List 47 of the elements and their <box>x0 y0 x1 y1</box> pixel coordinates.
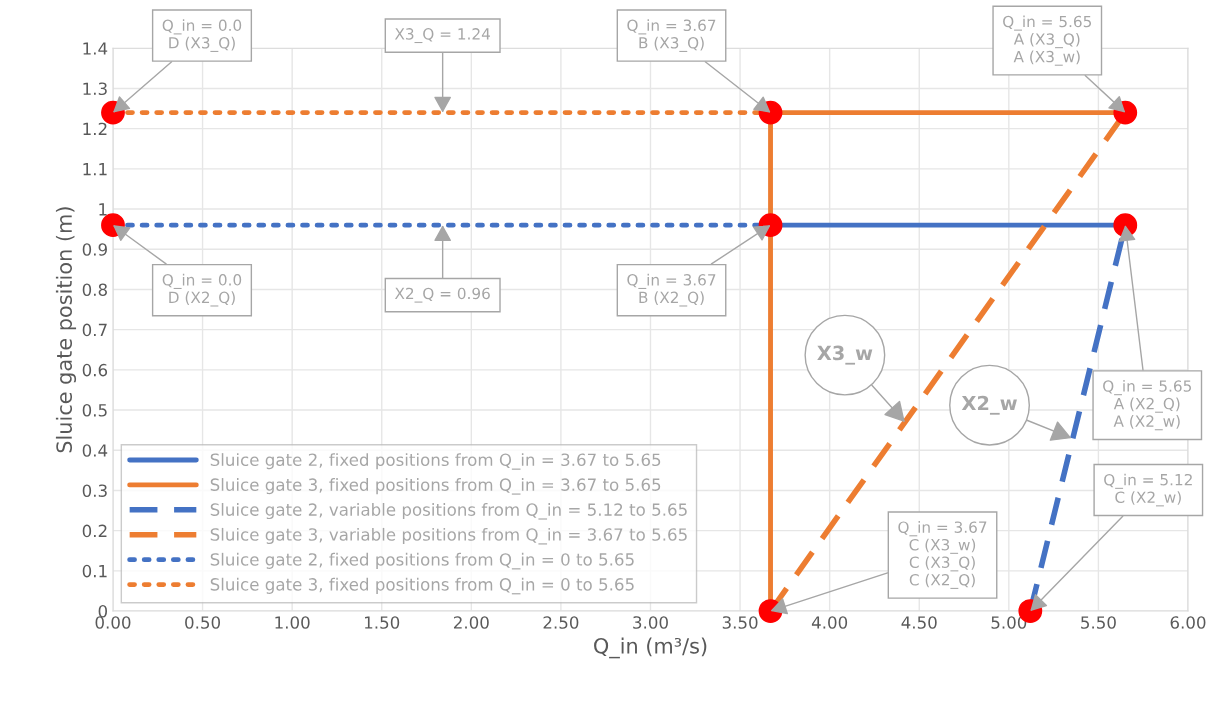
legend-label: Sluice gate 3, fixed positions from Q_in = 3.67 to 5.65 <box>210 478 661 495</box>
annotation: X3_Q = 1.24 <box>394 28 490 44</box>
annotation: X3_w <box>817 345 873 365</box>
annotation: Q_in = 5.65 A (X3_Q) A (X3_w) <box>1003 15 1092 66</box>
x-axis-title: Q_in (m³/s) <box>594 637 707 659</box>
x-tick-label: 6.00 <box>1170 616 1206 629</box>
annotation: Q_in = 3.67 C (X3_w) C (X3_Q) C (X2_Q) <box>898 521 987 589</box>
x-tick-label: 3.50 <box>722 616 758 629</box>
y-tick-label: 1.2 <box>83 122 107 135</box>
x-tick-label: 0.00 <box>95 616 131 629</box>
y-tick-label: 0 <box>98 604 108 618</box>
y-tick-label: 0.6 <box>82 363 108 377</box>
y-tick-label: 0.5 <box>82 404 107 417</box>
y-tick-label: 0.3 <box>82 484 107 498</box>
annotation: X2_w <box>961 395 1017 415</box>
y-tick-label: 0.2 <box>82 524 107 538</box>
y-axis-title: Sluice gate position (m) <box>55 207 77 453</box>
y-tick-label: 0.9 <box>82 243 107 256</box>
x-tick-label: 3.00 <box>633 616 668 629</box>
x-tick-label: 2.00 <box>453 616 489 629</box>
annotation: Q_in = 3.67 B (X3_Q) <box>627 19 716 52</box>
annotation: Q_in = 0.0 D (X2_Q) <box>162 273 242 307</box>
annotation: Q_in = 3.67 B (X2_Q) <box>627 273 716 307</box>
annotation: Q_in = 5.65 A (X2_Q) A (X2_w) <box>1103 380 1192 431</box>
y-tick-label: 0.7 <box>82 323 107 337</box>
x-tick-label: 2.50 <box>543 616 579 629</box>
legend-label: Sluice gate 3, fixed positions from Q_in = 0 to 5.65 <box>210 577 634 595</box>
legend-label: Sluice gate 3, variable positions from Q_in = 3.67 to 5.65 <box>210 527 687 545</box>
x-tick-label: 0.50 <box>185 616 221 629</box>
legend-label: Sluice gate 2, fixed positions from Q_in = 0 to 5.65 <box>210 552 634 570</box>
x-tick-label: 5.50 <box>1081 616 1116 629</box>
y-tick-label: 1.1 <box>83 163 107 176</box>
y-tick-label: 0.1 <box>82 564 107 578</box>
y-tick-label: 1 <box>99 203 107 216</box>
y-tick-label: 0.8 <box>82 283 107 297</box>
x-tick-label: 1.50 <box>365 616 400 629</box>
x-tick-label: 1.00 <box>275 616 310 629</box>
legend-label: Sluice gate 2, variable positions from Q_in = 5.12 to 5.65 <box>210 502 687 520</box>
y-tick-label: 1.3 <box>83 82 107 96</box>
annotation: Q_in = 0.0 D (X3_Q) <box>162 19 242 52</box>
x-tick-label: 4.50 <box>901 616 937 629</box>
annotation: Q_in = 5.12 C (X2_w) <box>1104 473 1192 507</box>
y-tick-label: 0.4 <box>82 444 108 457</box>
annotation: X2_Q = 0.96 <box>394 287 490 303</box>
legend-label: Sluice gate 2, fixed positions from Q_in = 3.67 to 5.65 <box>210 453 661 470</box>
y-tick-label: 1.4 <box>83 42 108 55</box>
x-tick-label: 4.00 <box>811 616 848 629</box>
